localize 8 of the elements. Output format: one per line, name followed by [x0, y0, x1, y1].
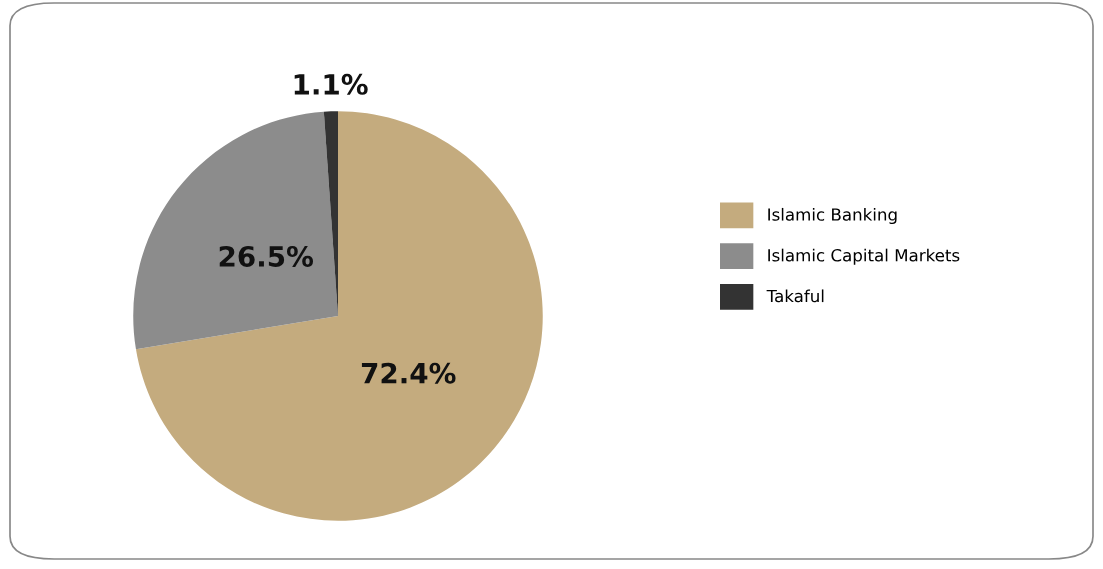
data-label: 1.1% — [294, 73, 368, 95]
legend-label: Islamic Capital Markets — [768, 248, 960, 265]
pie-slice — [135, 111, 543, 521]
legend-label: Islamic Banking — [768, 207, 897, 225]
data-label: 72.4% — [361, 362, 456, 384]
data-label: 26.5% — [219, 245, 314, 267]
legend-label: Takaful — [766, 289, 824, 303]
pie-slice — [133, 111, 338, 350]
